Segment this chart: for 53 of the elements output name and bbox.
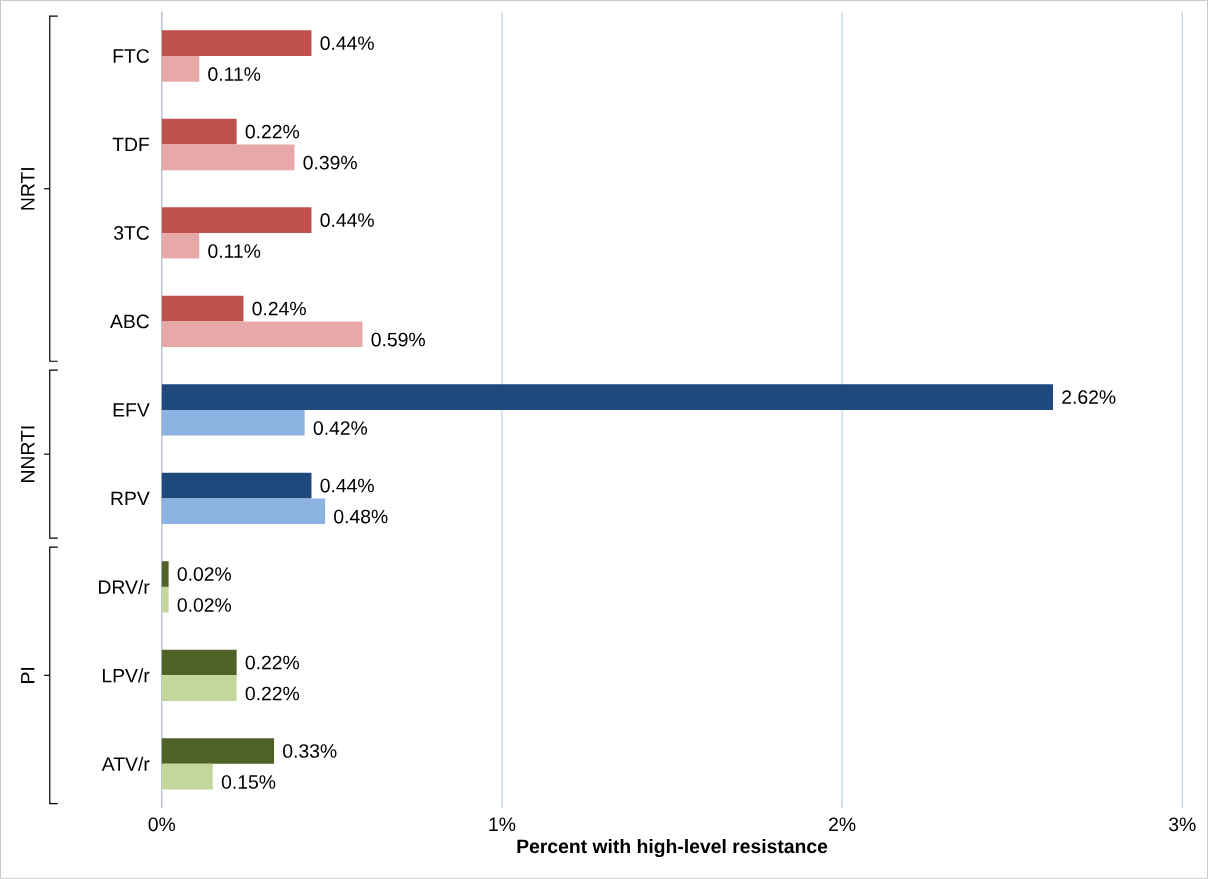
y-tick-label: 3TC: [113, 226, 150, 240]
data-label: 0.02%: [177, 598, 232, 612]
data-label: 0.22%: [245, 686, 300, 701]
y-tick-label: RPV: [111, 491, 150, 506]
data-label: 0.59%: [371, 332, 425, 347]
y-tick-label: EFV: [113, 403, 150, 417]
bar: [161, 144, 295, 171]
bar: [161, 409, 305, 436]
bar: [161, 738, 275, 764]
bar: [161, 207, 312, 234]
x-tick-label: 3%: [1169, 817, 1196, 832]
data-label: 0.11%: [208, 244, 261, 259]
y-tick-label: ATV/r: [101, 756, 150, 772]
bar: [161, 295, 244, 322]
bar: [161, 321, 363, 348]
data-label: 0.42%: [313, 421, 368, 435]
data-label: 0.39%: [303, 155, 357, 170]
data-label: 0.44%: [320, 478, 374, 493]
x-tick-label: 0%: [148, 817, 176, 832]
bar: [161, 675, 237, 702]
bar: [161, 118, 237, 145]
bar: [161, 30, 312, 57]
bar: [161, 56, 200, 82]
data-label: 0.22%: [245, 124, 300, 139]
y-tick-label: ABC: [110, 314, 150, 329]
x-tick-label: 2%: [829, 817, 856, 832]
data-label: 0.22%: [245, 655, 300, 670]
bar: [161, 472, 312, 499]
y-tick-label: DRV/r: [99, 579, 150, 595]
data-label: 0.24%: [252, 301, 306, 316]
data-label: 0.44%: [320, 213, 374, 228]
bar: [161, 649, 237, 676]
y-tick-label: LPV/r: [102, 668, 150, 683]
bar: [161, 233, 200, 259]
text: NNRTI: [21, 426, 35, 483]
data-label: 0.33%: [283, 744, 337, 758]
x-tick-label: 1%: [489, 817, 516, 832]
bar: [161, 561, 169, 587]
data-label: 0.11%: [208, 67, 261, 82]
data-label: 2.62%: [1062, 390, 1116, 405]
y-tick-label: FTC: [113, 49, 150, 63]
bar: [161, 498, 326, 525]
bar: [161, 384, 1053, 410]
y-tick-label: TDF: [112, 137, 149, 152]
data-label: 0.15%: [221, 775, 276, 789]
text: NRTI: [21, 168, 35, 210]
data-label: 0.48%: [334, 509, 388, 524]
bar: [161, 763, 213, 790]
x-axis-title: Percent with high-level resistance: [517, 839, 828, 858]
data-label: 0.44%: [320, 36, 374, 51]
data-label: 0.02%: [177, 567, 232, 581]
bar: [161, 586, 169, 613]
text: PI: [21, 668, 35, 683]
